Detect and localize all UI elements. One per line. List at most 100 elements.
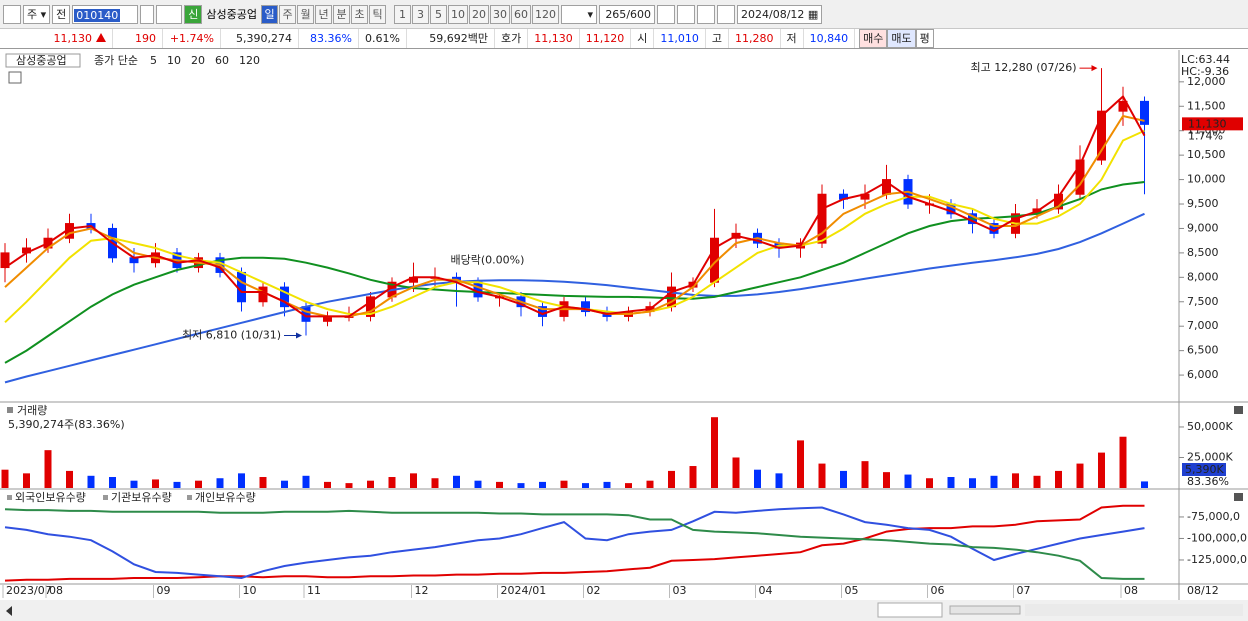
avg-button[interactable]: 평 [915,29,934,48]
interval-button[interactable]: 60 [511,4,532,24]
stock-name: 삼성중공업 [206,8,258,21]
period-button[interactable]: 월 [297,4,315,24]
period-button[interactable]: 분 [333,4,351,24]
interval-button[interactable]: 10 [448,4,469,24]
period-button[interactable]: 틱 [369,4,387,24]
settings-icon[interactable] [717,4,736,24]
tool-icon[interactable] [677,4,696,24]
holding-line [4,504,1145,582]
sound-icon[interactable] [156,4,183,24]
candle-body [1140,100,1149,125]
x-tick-label: 2024/01 [501,584,547,597]
volume-bar [324,481,331,488]
volume-bar [797,440,804,488]
event-annotation: 배당락(0.00%) [451,253,525,266]
tool-icon[interactable] [657,4,676,24]
ma-line [4,94,1146,318]
interval-button[interactable]: 120 [532,4,560,24]
legend-box [5,53,81,68]
interval-group: 1 3 5 10 20 30 60 120 [394,4,560,24]
sell-button[interactable]: 매도 [887,29,916,48]
period-button[interactable]: 초 [351,4,369,24]
info-bar: 11,130 190 +1.74% 5,390,274 83.36% 0.61%… [0,29,1248,49]
y-tick-label: 10,500 [1187,148,1226,161]
x-tick-label: 04 [759,584,773,597]
volume-bar [861,461,869,488]
annotation-arrowhead [296,332,302,339]
count: 265 [605,7,627,21]
scope: 전 [56,7,67,21]
volume-bar [1076,463,1084,488]
legend-name: 삼성중공업 [16,54,67,67]
candle-body [581,301,590,313]
volume-bar [474,480,482,488]
high: 11,280 [729,29,781,48]
period-button[interactable]: 년 [315,4,333,24]
interval-button[interactable]: 30 [490,4,511,24]
volume-bar [625,483,632,488]
code-input[interactable]: 010140 [72,4,139,24]
up-arrow [96,33,106,42]
open-label: 시 [631,29,655,48]
nav-buttons[interactable] [877,602,943,618]
buy-button[interactable]: 매수 [859,29,888,48]
dropdown[interactable]: ▾ [561,4,598,24]
volume-bar [711,417,718,488]
search-icon[interactable] [140,4,155,24]
zoom-slider[interactable] [949,605,1021,615]
interval-button[interactable]: 1 [394,4,412,24]
y-tick-label: 9,500 [1187,197,1219,210]
legend-icon [103,495,108,500]
interval-button[interactable]: 3 [412,4,430,24]
tool-icon[interactable] [697,4,716,24]
y-tick-label: 10,000 [1187,173,1226,186]
legend-entry: 120 [239,54,260,67]
legend-entry: 60 [215,54,229,67]
period-button[interactable]: 일 [261,4,279,24]
low-annotation: 최저 6,810 (10/31) [182,328,281,341]
tool-icons[interactable] [1025,604,1243,616]
lc-label: LC:63.44 [1181,53,1230,66]
x-tick-label: 11 [307,584,321,597]
volume-bar [1,469,9,488]
volume-bar [130,480,138,488]
candle-body [1118,100,1128,112]
scope-select[interactable]: 전 [52,4,71,24]
scroll-left[interactable] [6,606,12,616]
last-price-label: 11,130 [1188,117,1227,130]
volume-bar [1033,475,1041,488]
volume-bar [281,480,288,488]
volume-bar [388,477,396,488]
panel-button[interactable] [1234,406,1243,414]
period-button[interactable]: 주 [279,4,297,24]
y-tick-label: 8,500 [1187,246,1219,259]
annotation-arrowhead [1091,65,1098,72]
volume-bar [66,470,73,488]
legend-entry: 20 [191,54,205,67]
low: 10,840 [804,29,856,48]
legend-icon [7,407,13,413]
volume-bar [216,478,224,488]
chart-bg [0,50,1248,600]
holding-line [4,506,1145,580]
interval-button[interactable]: 5 [430,4,448,24]
ma-line [4,212,1145,384]
market-select[interactable]: 주 ▾ [23,4,51,24]
volume-ratio: 83.36% [299,29,359,48]
count-box[interactable]: 265/600 [599,4,656,24]
y-tick-label: 11,500 [1187,99,1226,112]
y-tick-label: 6,000 [1187,368,1219,381]
volume-bar [582,483,589,488]
x-tick-label: 10 [243,584,257,597]
volume-bar [539,481,546,488]
volume-bar [969,478,976,488]
menu-icon[interactable] [3,4,21,24]
date-box[interactable]: 2024/08/12 ▦ [737,4,823,24]
table-icon[interactable] [8,71,22,84]
legend-entry: 개인보유수량 [195,491,256,504]
panel-button[interactable] [1234,493,1243,501]
volume-bar [904,474,912,488]
volume: 5,390,274 [221,29,299,48]
interval-button[interactable]: 20 [469,4,490,24]
